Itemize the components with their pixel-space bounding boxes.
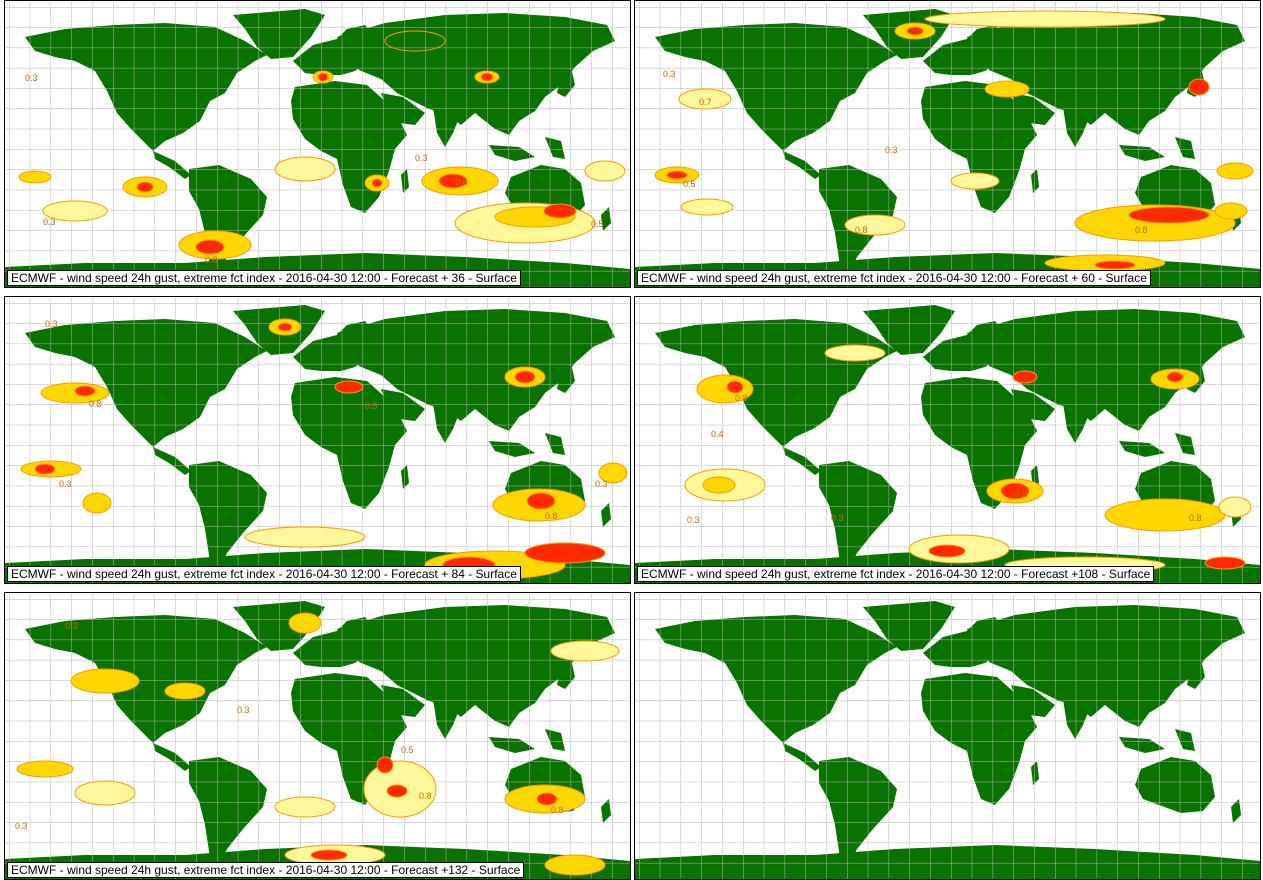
map-panel-forecast-84: 0.3 0.8 0.3 0.8 0.3 0.5 ECMWF - wind spe… (4, 296, 631, 584)
contour-label: 0.8 (735, 393, 748, 403)
forecast-108-map: 0.8 0.3 0.4 0.8 0.3 0.8 (635, 297, 1260, 583)
contour-label: 0.8 (551, 805, 564, 815)
contour-label: 0.3 (595, 479, 608, 489)
contour-fields (654, 10, 1254, 272)
forecast-132-map: 0.3 0.8 0.3 0.8 0.5 0.3 (5, 593, 630, 879)
empty-map (635, 593, 1260, 879)
map-caption: ECMWF - wind speed 24h gust, extreme fct… (7, 270, 521, 286)
contour-label: 0.3 (43, 217, 56, 227)
contour-label: 0.5 (683, 179, 696, 189)
contour-label: 0.3 (831, 513, 844, 523)
map-panel-forecast-36: 0.3 0.8 0.3 0.5 0.8 0.3 ECMWF - wind spe… (4, 0, 631, 288)
contour-label: 0.8 (1135, 225, 1148, 235)
contour-label: 0.8 (419, 791, 432, 801)
map-panel-forecast-132: 0.3 0.8 0.3 0.8 0.5 0.3 ECMWF - wind spe… (4, 592, 631, 880)
forecast-36-map: 0.3 0.8 0.3 0.5 0.8 0.3 (5, 1, 630, 287)
lat-lon-grid (635, 1, 1260, 287)
contour-label: 0.3 (663, 69, 676, 79)
contour-label: 0.5 (365, 401, 378, 411)
contour-label: 0.8 (855, 225, 868, 235)
map-caption: ECMWF - wind speed 24h gust, extreme fct… (637, 270, 1151, 286)
map-caption: ECMWF - wind speed 24h gust, extreme fct… (7, 566, 521, 582)
contour-label: 0.3 (65, 621, 78, 631)
contour-label: 0.4 (711, 429, 724, 439)
contour-label: 0.3 (885, 145, 898, 155)
map-caption: ECMWF - wind speed 24h gust, extreme fct… (7, 862, 525, 878)
contour-label: 0.3 (15, 821, 28, 831)
map-panel-empty (634, 592, 1261, 880)
contour-fields (18, 30, 626, 260)
lat-lon-grid (5, 593, 630, 879)
contour-label: 0.5 (591, 219, 604, 229)
forecast-60-map: 0.7 0.3 0.8 0.3 0.5 0.8 (635, 1, 1260, 287)
contour-label: 0.8 (455, 177, 468, 187)
contour-label: 0.3 (687, 515, 700, 525)
contour-label: 0.8 (545, 511, 558, 521)
contour-label: 0.8 (89, 399, 102, 409)
forecast-84-map: 0.3 0.8 0.3 0.8 0.3 0.5 (5, 297, 630, 583)
lat-lon-grid (5, 1, 630, 287)
contour-label: 0.8 (205, 255, 218, 265)
contour-label: 0.8 (1189, 513, 1202, 523)
contour-fields (16, 612, 620, 876)
contour-label: 0.3 (45, 319, 58, 329)
contour-label: 0.7 (699, 97, 712, 107)
lat-lon-grid (635, 593, 1260, 879)
map-panel-forecast-60: 0.7 0.3 0.8 0.3 0.5 0.8 ECMWF - wind spe… (634, 0, 1261, 288)
map-caption: ECMWF - wind speed 24h gust, extreme fct… (637, 566, 1155, 582)
map-panel-forecast-108: 0.8 0.3 0.4 0.8 0.3 0.8 ECMWF - wind spe… (634, 296, 1261, 584)
contour-label: 0.3 (415, 153, 428, 163)
contour-label: 0.3 (237, 705, 250, 715)
contour-label: 0.3 (25, 73, 38, 83)
contour-fields (684, 344, 1252, 574)
contour-label: 0.3 (59, 479, 72, 489)
contour-label: 0.8 (1015, 489, 1028, 499)
contour-label: 0.5 (401, 745, 414, 755)
